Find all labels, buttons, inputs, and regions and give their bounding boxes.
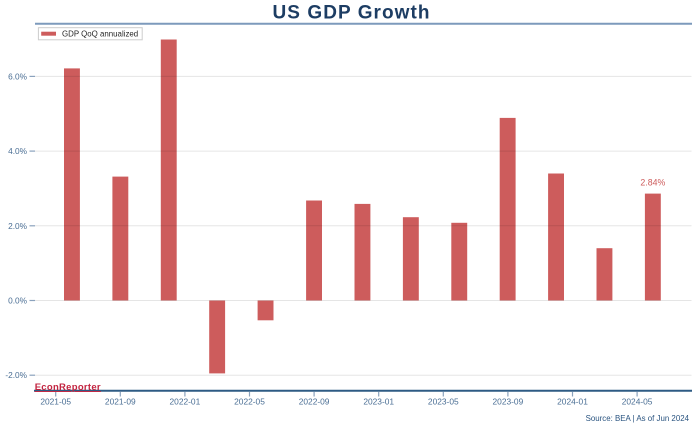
svg-text:6.0%: 6.0% bbox=[8, 71, 28, 81]
svg-text:2023-05: 2023-05 bbox=[428, 397, 459, 407]
svg-text:Source: BEA | As of Jun 2024: Source: BEA | As of Jun 2024 bbox=[586, 414, 690, 423]
svg-text:GDP QoQ annualized: GDP QoQ annualized bbox=[62, 30, 138, 39]
svg-text:-2.0%: -2.0% bbox=[5, 370, 27, 380]
svg-text:2022-09: 2022-09 bbox=[299, 397, 330, 407]
svg-text:2024-01: 2024-01 bbox=[557, 397, 588, 407]
svg-text:2023-09: 2023-09 bbox=[493, 397, 524, 407]
svg-text:2021-05: 2021-05 bbox=[40, 397, 71, 407]
svg-text:2.84%: 2.84% bbox=[640, 178, 665, 188]
svg-text:2.0%: 2.0% bbox=[8, 221, 28, 231]
svg-text:4.0%: 4.0% bbox=[8, 146, 28, 156]
svg-text:2023-01: 2023-01 bbox=[363, 397, 394, 407]
svg-text:2022-01: 2022-01 bbox=[170, 397, 201, 407]
svg-text:2024-05: 2024-05 bbox=[622, 397, 653, 407]
svg-text:2022-05: 2022-05 bbox=[234, 397, 265, 407]
svg-text:2021-09: 2021-09 bbox=[105, 397, 136, 407]
svg-text:US GDP Growth: US GDP Growth bbox=[273, 3, 430, 24]
svg-text:0.0%: 0.0% bbox=[8, 296, 28, 306]
svg-text:EconReporter: EconReporter bbox=[35, 382, 101, 393]
